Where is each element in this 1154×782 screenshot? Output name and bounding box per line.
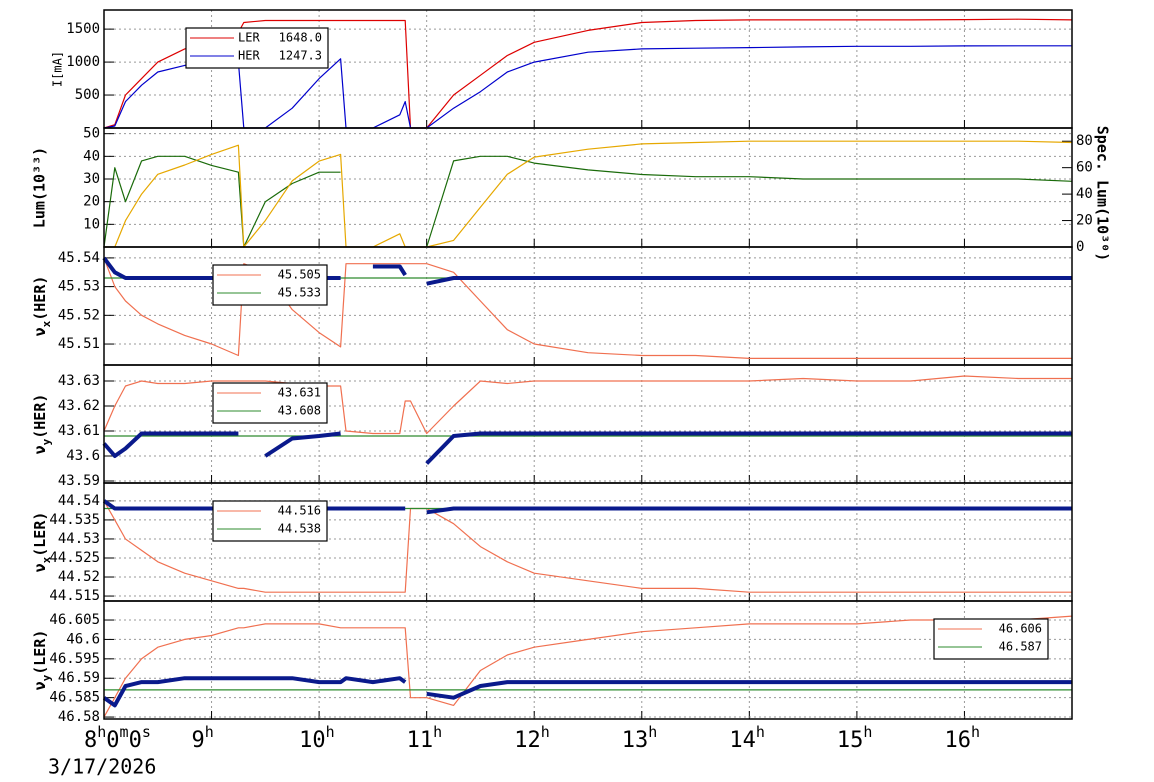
legend-box — [185, 27, 329, 69]
y-tick-label: 40 — [83, 148, 100, 164]
legend-label: 43.631 — [278, 386, 321, 400]
y-axis-label: I[mA] — [51, 51, 65, 87]
legend-box — [212, 500, 328, 542]
y-axis-label: Lum(10³³) — [31, 147, 49, 228]
x-tick-label: 8h0m0s — [84, 723, 151, 754]
y-axis-label: νx(HER) — [31, 276, 53, 337]
y-tick-label: 44.52 — [58, 569, 100, 585]
y-tick-label: 46.605 — [49, 612, 100, 628]
x-date-label: 3/17/2026 — [48, 755, 156, 779]
y-tick-label: 46.595 — [49, 651, 100, 667]
x-tick-label: 9h — [192, 723, 214, 754]
legend-label: 46.606 — [999, 622, 1042, 636]
series-line — [102, 431, 1072, 465]
x-tick-label: 13h — [622, 723, 658, 754]
y2-tick-label: 20 — [1076, 213, 1093, 229]
legend-label: HER — [238, 49, 260, 63]
legend-box — [933, 618, 1049, 660]
y2-tick-label: 0 — [1076, 239, 1084, 255]
series-line — [103, 257, 1072, 359]
x-tick-label: 14h — [729, 723, 765, 754]
series-line — [103, 375, 1072, 435]
legend-label: 45.533 — [278, 286, 321, 300]
y-tick-label: 44.515 — [49, 588, 100, 604]
legend-value: 1247.3 — [279, 49, 322, 63]
legend-label: 43.608 — [278, 404, 321, 418]
series-line — [104, 140, 1073, 248]
x-tick-label: 15h — [837, 723, 873, 754]
y-axis-label: νy(HER) — [31, 394, 53, 455]
x-tick-label: 10h — [299, 723, 335, 754]
y-tick-label: 46.58 — [58, 709, 100, 725]
x-tick-label: 11h — [407, 723, 443, 754]
y2-axis-label: Spec. Lum(10³⁰) — [1094, 126, 1112, 261]
legend-label: LER — [238, 31, 260, 45]
y-axis-label: νx(LER) — [31, 512, 53, 573]
y-tick-label: 30 — [83, 171, 100, 187]
y-tick-label: 1000 — [66, 54, 100, 70]
plot-frame — [103, 127, 1073, 248]
legend-label: 44.516 — [278, 504, 321, 518]
y-tick-label: 43.61 — [58, 423, 100, 439]
series-line — [102, 676, 1072, 708]
legend-box — [212, 382, 328, 424]
y-tick-label: 45.52 — [58, 307, 100, 323]
y-tick-label: 44.525 — [49, 550, 100, 566]
y-tick-label: 45.54 — [58, 250, 100, 266]
legend-box — [212, 264, 328, 306]
y-tick-label: 43.62 — [58, 398, 100, 414]
y-tick-label: 45.53 — [58, 279, 100, 295]
legend-label: 46.587 — [999, 640, 1042, 654]
y-tick-label: 46.585 — [49, 690, 100, 706]
y-tick-label: 10 — [83, 216, 100, 232]
y-tick-label: 20 — [83, 194, 100, 210]
x-tick-label: 16h — [944, 723, 980, 754]
y2-tick-label: 80 — [1076, 133, 1093, 149]
y2-tick-label: 40 — [1076, 186, 1093, 202]
y-tick-label: 46.6 — [66, 631, 100, 647]
x-tick-label: 12h — [514, 723, 550, 754]
y-tick-label: 46.59 — [58, 670, 100, 686]
y-tick-label: 1500 — [66, 21, 100, 37]
y-tick-label: 44.535 — [49, 512, 100, 528]
y-tick-label: 45.51 — [58, 336, 100, 352]
plot-frame — [103, 600, 1073, 720]
series-line — [103, 500, 1072, 593]
y2-tick-label: 60 — [1076, 160, 1093, 176]
legend-label: 45.505 — [278, 268, 321, 282]
legend-label: 44.538 — [278, 522, 321, 536]
y-tick-label: 43.63 — [58, 373, 100, 389]
y-tick-label: 44.53 — [58, 531, 100, 547]
y-tick-label: 500 — [75, 87, 100, 103]
y-tick-label: 44.54 — [58, 493, 100, 509]
legend-value: 1648.0 — [279, 31, 322, 45]
y-tick-label: 43.6 — [66, 448, 100, 464]
y-tick-label: 43.59 — [58, 473, 100, 489]
series-line — [103, 615, 1073, 718]
series-line — [103, 155, 1073, 248]
y-axis-label: νy(LER) — [31, 630, 53, 691]
y-tick-label: 50 — [83, 126, 100, 142]
